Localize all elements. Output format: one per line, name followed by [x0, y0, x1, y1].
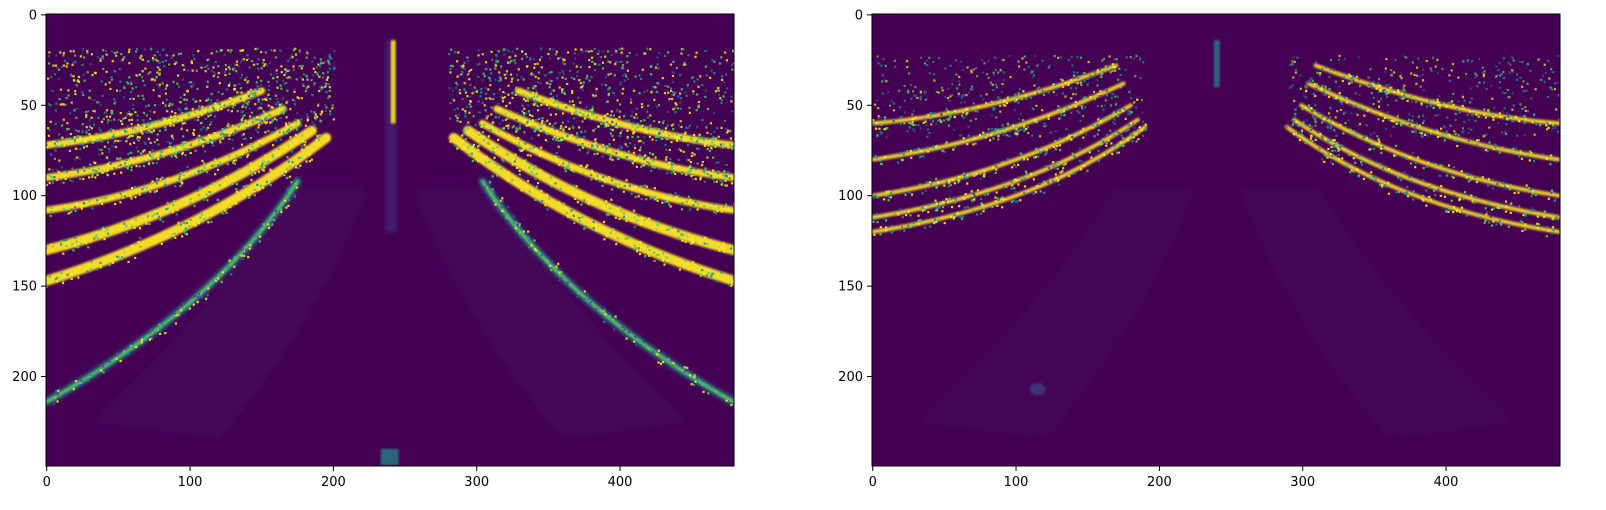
y-tick-label: 200 [12, 370, 37, 385]
faint-blob [1030, 383, 1046, 395]
heatmap-panel-1: 0 100 200 300 400 0 50 100 150 200 [12, 8, 740, 490]
x-tick-label: 200 [321, 475, 346, 490]
x-tick-label: 100 [1004, 475, 1029, 490]
x-tick-label: 300 [1290, 475, 1315, 490]
y-tick-label: 200 [838, 370, 863, 385]
heatmap-panel-2: 0 100 200 300 400 0 50 100 150 200 [838, 8, 1567, 490]
x-tick-label: 0 [43, 475, 51, 490]
bottom-blob [381, 449, 399, 465]
y-tick-label: 150 [838, 280, 863, 295]
y-tick-label: 50 [846, 99, 863, 114]
y-tick-label: 150 [12, 280, 37, 295]
x-tick-label: 400 [1434, 475, 1459, 490]
y-tick-label: 0 [29, 8, 37, 23]
y-tick-label: 0 [855, 8, 863, 23]
y-tick-label: 100 [838, 189, 863, 204]
x-tick-label: 400 [608, 475, 633, 490]
x-tick-label: 300 [464, 475, 489, 490]
center-streak-core [391, 40, 396, 123]
heatmap-image-2 [872, 14, 1567, 466]
x-tick-label: 0 [869, 475, 877, 490]
x-tick-label: 200 [1147, 475, 1172, 490]
heatmap-image-1 [40, 14, 740, 466]
center-streak [1214, 40, 1220, 87]
x-tick-label: 100 [178, 475, 203, 490]
y-tick-label: 100 [12, 189, 37, 204]
y-tick-label: 50 [20, 99, 37, 114]
